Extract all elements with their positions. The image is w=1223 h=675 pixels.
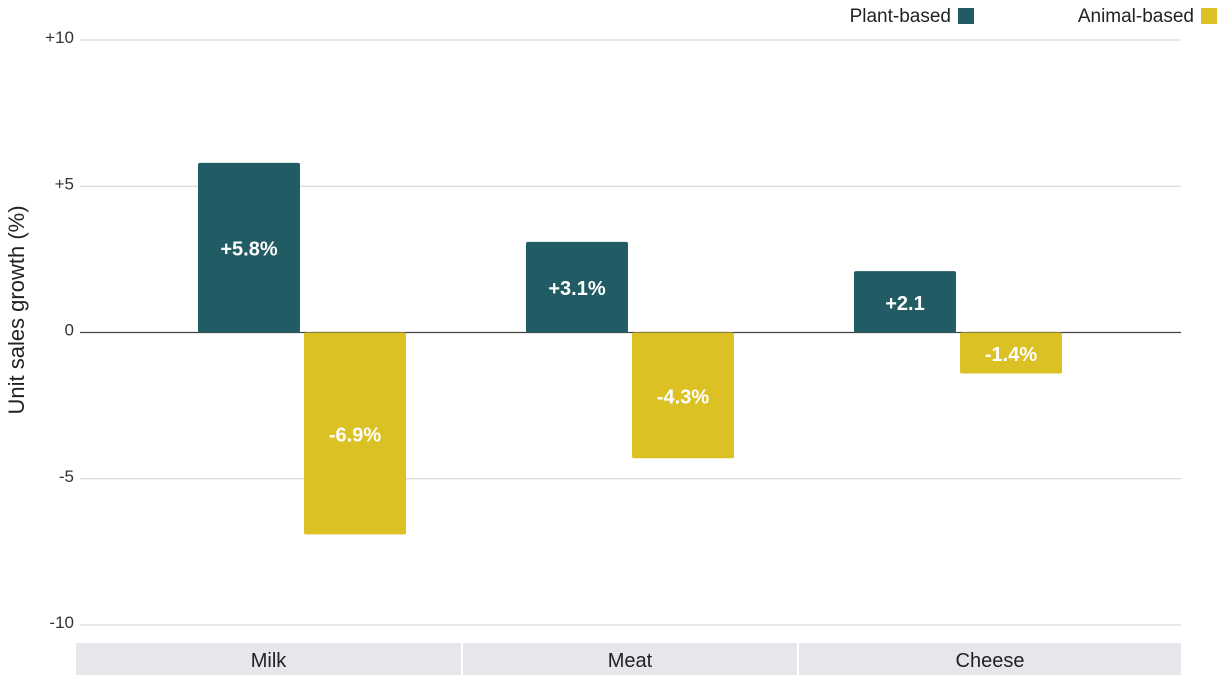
y-tick-label: +5 xyxy=(55,174,74,193)
data-label: -6.9% xyxy=(329,424,381,446)
bar xyxy=(198,162,300,333)
x-tick-label: Milk xyxy=(251,650,288,672)
legend-label: Plant-based xyxy=(850,6,951,27)
y-tick-label: +10 xyxy=(45,28,74,47)
category-bands: Milk Meat Cheese xyxy=(76,643,1181,675)
legend-label: Animal-based xyxy=(1078,6,1194,27)
legend-swatch xyxy=(1201,8,1217,24)
data-label: +2.1 xyxy=(885,293,924,315)
legend-swatch xyxy=(958,8,974,24)
x-tick-label: Meat xyxy=(608,650,653,672)
bars: +5.8% +3.1% +2.1 -6.9% -4.3% -1.4% xyxy=(198,162,1062,535)
bar xyxy=(304,332,406,535)
y-tick-label: -10 xyxy=(49,613,74,632)
bar xyxy=(526,241,628,333)
category-band xyxy=(76,643,461,675)
y-tick-label: 0 xyxy=(65,321,74,340)
data-label: +5.8% xyxy=(220,239,277,261)
y-axis-label: Unit sales growth (%) xyxy=(4,205,29,414)
data-label: -1.4% xyxy=(985,344,1037,366)
y-tick-label: -5 xyxy=(59,467,74,486)
legend: Plant-based Animal-based xyxy=(850,6,1217,27)
data-label: +3.1% xyxy=(548,278,605,300)
bar xyxy=(960,332,1062,374)
data-label: -4.3% xyxy=(657,386,709,408)
category-band xyxy=(799,643,1181,675)
y-axis-ticks: +10 +5 0 -5 -10 xyxy=(45,28,74,632)
bar xyxy=(854,271,956,333)
bar xyxy=(632,332,734,459)
x-tick-label: Cheese xyxy=(956,650,1025,672)
category-band xyxy=(463,643,797,675)
